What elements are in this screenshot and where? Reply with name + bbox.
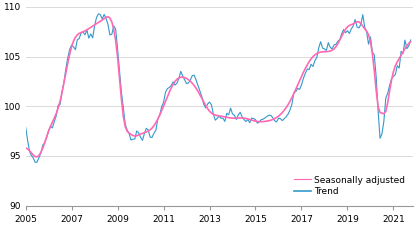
Trend [23,147,28,149]
Seasonally adjusted [23,125,28,128]
Trend [259,120,264,123]
Seasonally adjusted [259,118,264,121]
Legend: Seasonally adjusted, Trend: Seasonally adjusted, Trend [292,173,408,199]
Trend [228,117,233,119]
Trend [402,47,407,50]
Seasonally adjusted [217,115,222,118]
Trend [35,155,40,158]
Seasonally adjusted [345,29,350,32]
Seasonally adjusted [96,12,101,15]
Seasonally adjusted [125,129,130,131]
Trend [125,130,130,133]
Seasonally adjusted [408,39,413,41]
Seasonally adjusted [33,161,38,164]
Seasonally adjusted [402,39,407,42]
Trend [345,25,350,28]
Trend [217,115,222,117]
Trend [106,15,111,18]
Seasonally adjusted [228,107,233,109]
Trend [408,40,413,43]
Line: Seasonally adjusted: Seasonally adjusted [25,14,411,162]
Line: Trend: Trend [25,17,411,157]
